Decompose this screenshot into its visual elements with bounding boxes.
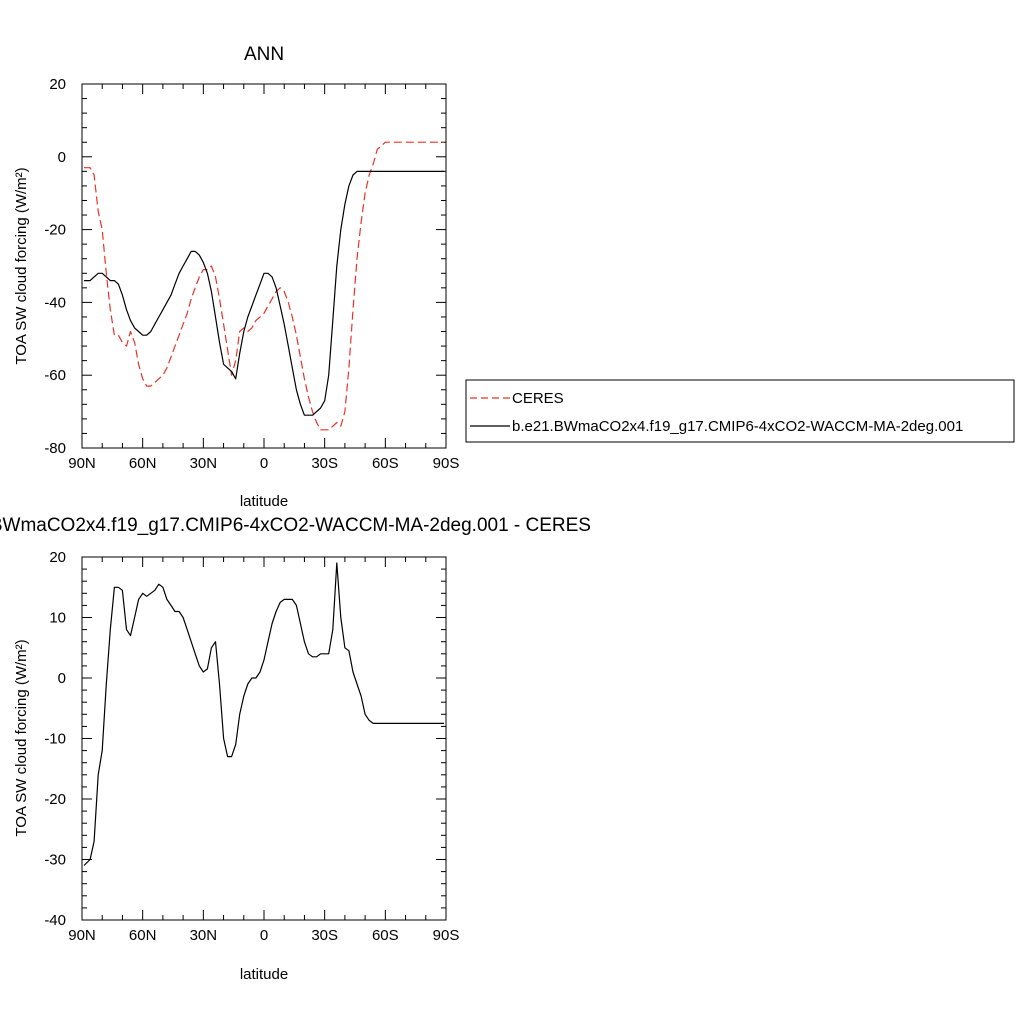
- y-tick-label: -40: [44, 912, 66, 929]
- x-tick-label: 30N: [190, 927, 218, 944]
- bottom-chart-x-axis-label: latitude: [240, 966, 288, 983]
- legend-box: [465, 379, 1015, 443]
- y-tick-label: -20: [44, 791, 66, 808]
- y-tick-label: -30: [44, 852, 66, 869]
- top-chart: ANN 90N 60N 30N 0 30S 60S 90S 20 0 -20 -40 -60 -80 l…: [13, 44, 459, 510]
- series-line-ceres: [84, 141, 444, 431]
- x-tick-label: 30S: [311, 927, 338, 944]
- top-chart-x-axis-label: latitude: [240, 493, 288, 510]
- y-tick-label: 20: [49, 76, 66, 93]
- legend-entry-model: b.e21.BWmaCO2x4.f19_g17.CMIP6-4xCO2-WACC…: [512, 418, 963, 435]
- x-tick-label: 90S: [433, 927, 460, 944]
- y-tick-label: 10: [49, 610, 66, 627]
- x-tick-label: 90N: [68, 455, 96, 472]
- x-tick-label: 0: [260, 455, 268, 472]
- top-chart-y-axis-label: TOA SW cloud forcing (W/m²): [13, 167, 30, 364]
- x-tick-label: 90S: [433, 455, 460, 472]
- bottom-chart-y-axis-label: TOA SW cloud forcing (W/m²): [13, 639, 30, 836]
- x-tick-label: 30S: [311, 455, 338, 472]
- x-tick-label: 60N: [129, 455, 157, 472]
- y-tick-label: -10: [44, 731, 66, 748]
- x-tick-label: 60N: [129, 927, 157, 944]
- top-chart-plot-area: 90N 60N 30N 0 30S 60S 90S 20 0 -20 -40 -60 -80: [44, 76, 459, 472]
- top-chart-title: ANN: [244, 44, 284, 65]
- y-tick-label: 0: [58, 670, 66, 687]
- y-tick-label: -60: [44, 367, 66, 384]
- plot-frame: [81, 556, 447, 921]
- series-line-difference: [83, 562, 444, 866]
- x-tick-label: 60S: [372, 927, 399, 944]
- y-tick-label: -20: [44, 222, 66, 239]
- bottom-chart: b.e21.BWmaCO2x4.f19_g17.CMIP6-4xCO2-WACC…: [0, 515, 591, 983]
- plot-frame: [81, 83, 447, 449]
- x-tick-label: 60S: [372, 455, 399, 472]
- x-tick-label: 30N: [190, 455, 218, 472]
- y-tick-label: -80: [44, 440, 66, 457]
- y-tick-label: -40: [44, 294, 66, 311]
- bottom-chart-plot-area: 90N 60N 30N 0 30S 60S 90S 20 10 0 -10 -20 -30 -40: [44, 549, 459, 944]
- x-tick-label: 0: [260, 927, 268, 944]
- x-tick-label: 90N: [68, 927, 96, 944]
- series-line-b-e21-bwmaco2x4-f19-g17-: [84, 170, 444, 416]
- legend: CERES b.e21.BWmaCO2x4.f19_g17.CMIP6-4xCO…: [465, 379, 1015, 443]
- y-tick-label: 0: [58, 149, 66, 166]
- legend-entry-ceres: CERES: [512, 390, 564, 407]
- y-tick-label: 20: [49, 549, 66, 566]
- bottom-chart-title: b.e21.BWmaCO2x4.f19_g17.CMIP6-4xCO2-WACC…: [0, 515, 591, 536]
